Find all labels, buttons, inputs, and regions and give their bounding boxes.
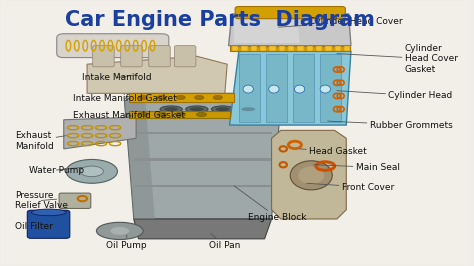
Text: Water Pump: Water Pump [29, 165, 84, 174]
Ellipse shape [294, 85, 305, 93]
Ellipse shape [164, 107, 178, 111]
Ellipse shape [31, 209, 66, 216]
Ellipse shape [186, 106, 208, 113]
Ellipse shape [269, 85, 279, 93]
Polygon shape [64, 117, 136, 149]
Bar [297, 46, 304, 52]
Text: Exhaust
Manifold: Exhaust Manifold [15, 131, 66, 151]
Text: Intake Manifold Gasket: Intake Manifold Gasket [73, 94, 177, 103]
Ellipse shape [290, 161, 332, 190]
Polygon shape [125, 93, 281, 219]
Polygon shape [266, 54, 287, 122]
Polygon shape [293, 54, 314, 122]
Polygon shape [239, 54, 260, 122]
FancyBboxPatch shape [121, 46, 142, 67]
Ellipse shape [213, 95, 222, 100]
Ellipse shape [241, 107, 255, 111]
Ellipse shape [160, 106, 182, 113]
Polygon shape [134, 219, 272, 239]
Bar [232, 46, 238, 52]
Bar [134, 132, 272, 134]
Ellipse shape [196, 112, 207, 117]
Polygon shape [233, 15, 300, 43]
Polygon shape [320, 54, 341, 122]
Ellipse shape [138, 112, 148, 117]
Bar [344, 46, 350, 52]
Text: Main Seal: Main Seal [314, 163, 400, 172]
Bar [134, 158, 272, 161]
Ellipse shape [211, 106, 234, 113]
Polygon shape [229, 51, 351, 125]
FancyBboxPatch shape [57, 34, 169, 57]
FancyBboxPatch shape [59, 193, 91, 209]
Ellipse shape [190, 107, 204, 111]
Text: Rubber Grommets: Rubber Grommets [328, 120, 452, 130]
Ellipse shape [157, 112, 167, 117]
Text: Car Engine Parts  Diagram: Car Engine Parts Diagram [65, 10, 375, 30]
Ellipse shape [66, 159, 118, 183]
Ellipse shape [138, 95, 148, 100]
Bar [229, 46, 350, 52]
Bar [335, 46, 341, 52]
Bar [316, 46, 322, 52]
Text: Intake Manifold: Intake Manifold [82, 73, 152, 82]
Ellipse shape [96, 222, 143, 239]
Text: Cylinder Head: Cylinder Head [337, 91, 453, 101]
Ellipse shape [175, 112, 186, 117]
Ellipse shape [237, 106, 259, 113]
Text: Oil Pump: Oil Pump [107, 235, 147, 250]
Text: Oil Pan: Oil Pan [209, 234, 240, 250]
Polygon shape [228, 14, 351, 46]
Text: Oil Filter: Oil Filter [15, 222, 53, 231]
Bar [307, 46, 313, 52]
Bar [288, 46, 294, 52]
Ellipse shape [194, 95, 204, 100]
Ellipse shape [299, 166, 324, 184]
FancyBboxPatch shape [27, 210, 70, 238]
Bar [269, 46, 276, 52]
Ellipse shape [216, 107, 229, 111]
FancyBboxPatch shape [149, 46, 170, 67]
Bar [260, 46, 266, 52]
FancyBboxPatch shape [174, 46, 196, 67]
Polygon shape [87, 56, 227, 93]
Text: Pressure
Relief Valve: Pressure Relief Valve [15, 191, 68, 210]
Text: Exhaust Manifold Gasket: Exhaust Manifold Gasket [73, 111, 185, 120]
Ellipse shape [80, 166, 103, 177]
Ellipse shape [243, 85, 253, 93]
Polygon shape [125, 101, 155, 219]
Text: Cylinder Head Cover: Cylinder Head Cover [279, 17, 402, 27]
Bar [279, 46, 285, 52]
Ellipse shape [157, 95, 166, 100]
Bar [134, 185, 272, 187]
Ellipse shape [176, 95, 185, 100]
Bar [241, 46, 248, 52]
Bar [325, 46, 332, 52]
Text: Head Gasket: Head Gasket [300, 147, 367, 156]
Polygon shape [272, 130, 346, 219]
FancyBboxPatch shape [93, 46, 114, 67]
FancyBboxPatch shape [235, 6, 346, 19]
Polygon shape [129, 110, 229, 118]
Polygon shape [129, 93, 234, 102]
Text: Front Cover: Front Cover [307, 183, 394, 192]
Text: Cylinder
Head Cover
Gasket: Cylinder Head Cover Gasket [337, 44, 458, 74]
Text: Engine Block: Engine Block [234, 186, 307, 222]
Ellipse shape [320, 85, 330, 93]
Bar [251, 46, 257, 52]
Ellipse shape [110, 227, 129, 235]
